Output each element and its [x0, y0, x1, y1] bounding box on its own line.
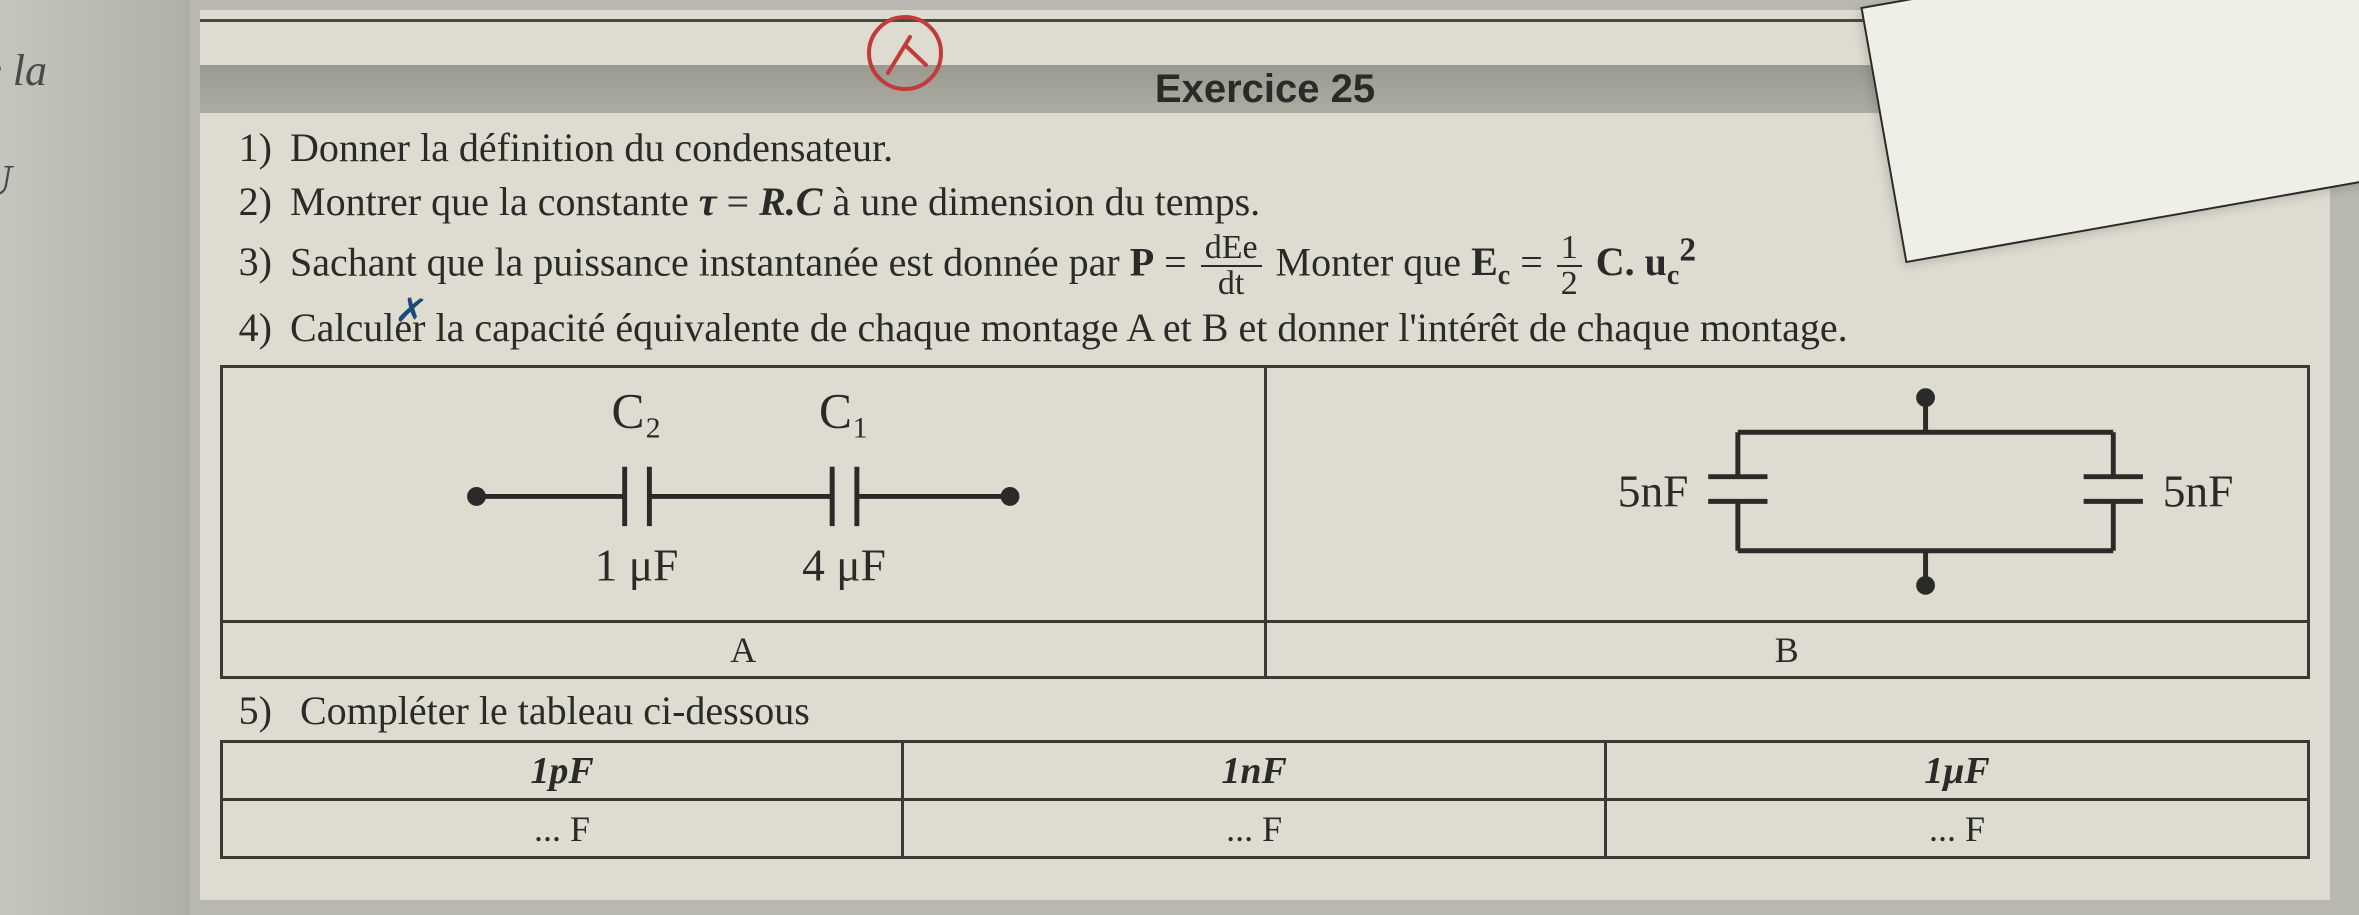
circuit-a-c2-value: 1 μF — [595, 541, 679, 591]
q3-uc-sub: c — [1667, 260, 1679, 291]
q2-tau: τ — [699, 179, 717, 224]
partial-text-le-la: le la — [0, 45, 47, 96]
circuit-a-c2-label: C₂ — [611, 383, 661, 438]
q3-mid: Monter que — [1276, 239, 1472, 284]
q2-text: Montrer que la constante τ = R.C à une d… — [290, 175, 1260, 229]
q2-number: 2) — [220, 175, 290, 229]
q2-suffix: à une dimension du temps. — [832, 179, 1260, 224]
q2-rc: R.C — [759, 179, 822, 224]
q3-ee-sub: c — [1498, 260, 1510, 291]
units-header-uf: 1μF — [1606, 742, 2309, 800]
left-margin-shadow — [0, 0, 190, 915]
q3-number: 3) — [220, 235, 290, 289]
units-conversion-table: 1pF 1nF 1μF ... F ... F ... F — [220, 740, 2310, 859]
circuit-a-cell: C₂ C₁ 1 μF 4 μF — [222, 367, 1266, 622]
units-header-pf: 1pF — [222, 742, 903, 800]
q3-tail: C. uc2 — [1596, 239, 1696, 284]
circuits-table: C₂ C₁ 1 μF 4 μF — [220, 365, 2310, 679]
exercise-title: Exercice 25 — [1155, 67, 1375, 111]
q3-frac2-den: 2 — [1557, 267, 1582, 301]
circuit-a-c1-value: 4 μF — [802, 541, 886, 591]
q5-text: Compléter le tableau ci-dessous — [300, 688, 810, 733]
q3-frac2-num: 1 — [1557, 231, 1582, 267]
red-pen-mark — [860, 5, 950, 95]
q3-frac1-den: dt — [1201, 267, 1262, 301]
question-5: 5) Compléter le tableau ci-dessous — [200, 679, 2330, 734]
circuit-a-diagram: C₂ C₁ 1 μF 4 μF — [223, 368, 1264, 615]
q3-text: Sachant que la puissance instantanée est… — [290, 229, 1696, 301]
circuit-b-diagram: 5nF 5nF — [1267, 368, 2308, 615]
q4-text: Calculer la capacité équivalente de chaq… — [290, 301, 1848, 355]
q3-frac-dEe-dt: dEe dt — [1201, 231, 1262, 301]
q3-eq2: = — [1520, 239, 1553, 284]
circuit-b-left-value: 5nF — [1617, 466, 1688, 516]
q4-number: 4) — [220, 301, 290, 355]
q2-prefix: Montrer que la constante — [290, 179, 699, 224]
q3-frac1-num: dEe — [1201, 231, 1262, 267]
units-cell-pf: ... F — [222, 800, 903, 858]
circuit-a-label: A — [222, 622, 1266, 678]
q3-frac-half: 1 2 — [1557, 231, 1582, 301]
circuit-b-right-value: 5nF — [2162, 466, 2233, 516]
partial-text-u: U — [0, 155, 12, 206]
q3-prefix: Sachant que la puissance instantanée est… — [290, 239, 1130, 284]
q1-number: 1) — [220, 121, 290, 175]
q3-uc-sup: 2 — [1679, 232, 1696, 269]
q3-P: P — [1130, 239, 1154, 284]
units-cell-nf: ... F — [903, 800, 1606, 858]
q3-eq1: = — [1164, 239, 1197, 284]
units-cell-uf: ... F — [1606, 800, 2309, 858]
q1-text: Donner la définition du condensateur. — [290, 121, 893, 175]
circuit-b-label: B — [1265, 622, 2309, 678]
q5-number: 5) — [220, 687, 290, 734]
question-4: 4) Calculer la capacité équivalente de c… — [220, 301, 2310, 355]
circuit-a-c1-label: C₁ — [819, 383, 869, 438]
units-header-nf: 1nF — [903, 742, 1606, 800]
q2-eq: = — [727, 179, 760, 224]
q3-Ee: Ec — [1471, 239, 1510, 284]
circuit-b-cell: 5nF 5nF — [1265, 367, 2309, 622]
